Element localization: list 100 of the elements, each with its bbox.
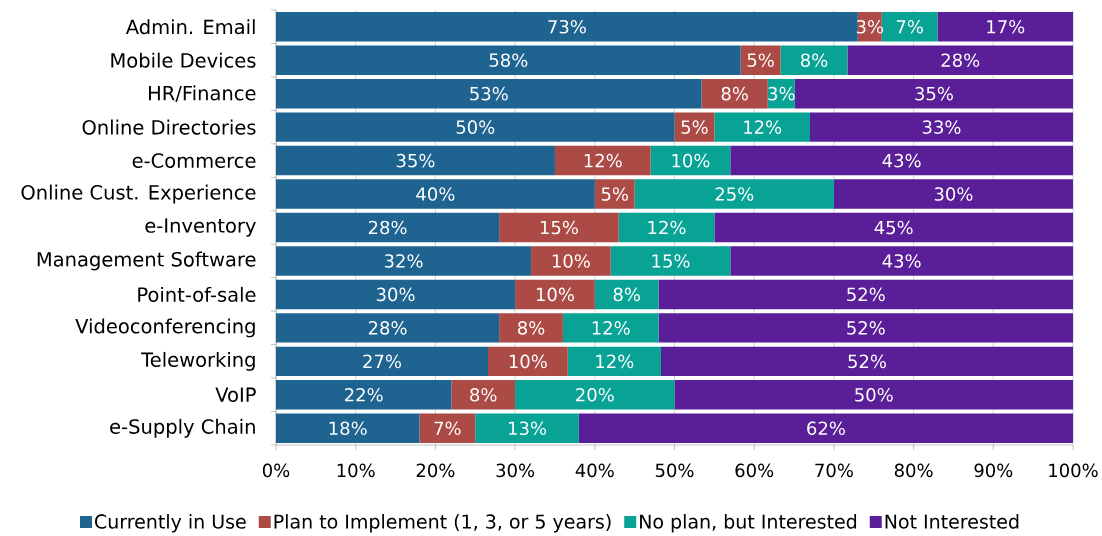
bar — [937, 12, 1074, 42]
bar — [674, 380, 1074, 410]
bar — [276, 413, 420, 443]
bar — [594, 179, 635, 209]
bar — [276, 279, 516, 310]
bar — [618, 212, 715, 243]
data-label: 28% — [941, 53, 980, 67]
data-label: 73% — [548, 19, 586, 34]
legend-label: No plan, but Interested — [640, 514, 857, 533]
x-tick-label: 80% — [894, 463, 933, 478]
bar — [650, 145, 731, 176]
bar — [578, 413, 1074, 443]
bar — [475, 413, 579, 443]
data-label: 5% — [681, 120, 708, 134]
data-label: 18% — [329, 421, 367, 436]
bar — [276, 45, 741, 75]
x-tick-label: 30% — [496, 463, 535, 478]
y-tick-label: Videoconferencing — [75, 318, 255, 338]
bar — [634, 179, 834, 209]
bar — [594, 279, 659, 310]
x-tick-label: 0% — [262, 463, 290, 478]
data-label: 62% — [807, 421, 845, 436]
bar — [276, 12, 858, 42]
bar — [660, 346, 1074, 377]
data-label: 8% — [721, 86, 748, 101]
y-tick-label: e-Supply Chain — [110, 418, 255, 438]
bar — [730, 145, 1074, 176]
x-tick-label: 40% — [575, 463, 614, 478]
y-tick-label: Mobile Devices — [111, 52, 256, 68]
data-label: 17% — [987, 19, 1025, 34]
bar — [276, 246, 532, 276]
x-tick-label: 70% — [815, 463, 853, 478]
data-label: 43% — [882, 153, 921, 168]
bar — [531, 246, 611, 276]
data-label: 15% — [540, 220, 578, 235]
bar — [515, 380, 675, 410]
bar — [674, 112, 715, 142]
data-label: 10% — [509, 354, 547, 369]
data-label: 7% — [896, 19, 923, 34]
data-label: 8% — [470, 388, 497, 402]
bar — [714, 212, 1074, 243]
x-tick-label: 10% — [337, 463, 375, 478]
data-label: 10% — [536, 287, 574, 302]
bar — [515, 279, 595, 310]
bar — [881, 12, 938, 42]
data-label: 12% — [584, 153, 622, 168]
bar — [562, 313, 659, 343]
data-label: 12% — [744, 120, 782, 134]
bar — [419, 413, 476, 443]
data-label: 3% — [768, 86, 795, 101]
data-label: 52% — [848, 354, 886, 369]
data-label: 52% — [847, 287, 885, 302]
bar — [276, 179, 595, 209]
bar — [276, 78, 702, 109]
data-label: 50% — [456, 120, 495, 134]
data-label: 35% — [396, 153, 435, 168]
data-label: 33% — [922, 120, 961, 134]
bar — [740, 45, 781, 75]
data-label: 8% — [613, 287, 640, 302]
y-tick-label: Admin. Email — [125, 19, 255, 35]
bar — [701, 78, 768, 109]
bar — [658, 313, 1074, 343]
bar — [276, 112, 675, 142]
bar — [276, 145, 555, 176]
bar — [833, 179, 1074, 209]
data-label: 12% — [596, 354, 634, 369]
legend-label: Not Interested — [885, 514, 1019, 529]
bar — [276, 346, 488, 377]
bar — [499, 212, 619, 243]
bar — [794, 78, 1074, 109]
x-tick-label: 20% — [416, 463, 455, 478]
bar — [276, 313, 500, 343]
data-label: 20% — [576, 388, 614, 402]
data-label: 12% — [648, 220, 686, 235]
data-label: 30% — [376, 287, 415, 302]
data-label: 35% — [915, 86, 953, 101]
y-tick-label: e-Commerce — [132, 153, 256, 168]
bar — [714, 112, 810, 142]
y-tick-label: Point-of-sale — [138, 286, 256, 302]
data-label: 10% — [552, 254, 590, 268]
data-label: 28% — [368, 321, 407, 335]
data-label: 40% — [416, 187, 455, 201]
y-tick-label: e-Inventory — [145, 218, 256, 237]
bar — [499, 313, 563, 343]
y-tick-label: VoIP — [215, 387, 256, 403]
data-label: 8% — [800, 53, 828, 67]
data-label: 32% — [384, 254, 423, 268]
data-label: 58% — [489, 53, 528, 67]
data-label: 8% — [517, 321, 545, 335]
data-label: 30% — [934, 187, 973, 201]
bar — [610, 246, 731, 276]
data-label: 53% — [470, 86, 508, 101]
data-label: 28% — [368, 220, 407, 235]
data-label: 5% — [601, 187, 629, 201]
y-tick-label: Online Cust. Experience — [21, 184, 256, 204]
bar — [810, 112, 1074, 142]
x-tick-label: 90% — [974, 463, 1013, 478]
y-tick-label: Online Directories — [82, 119, 256, 135]
bar — [730, 246, 1074, 276]
data-label: 12% — [592, 321, 630, 335]
